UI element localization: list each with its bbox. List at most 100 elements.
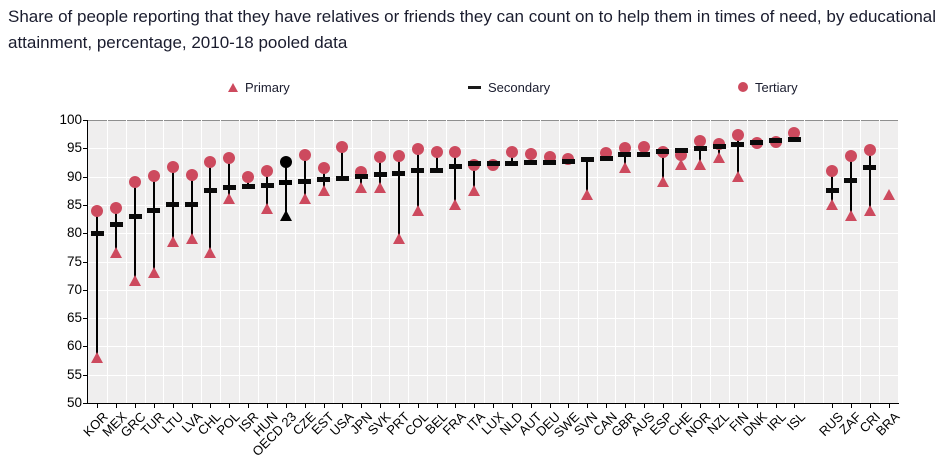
marker-dash-secondary-USA [335,175,349,181]
marker-circle-tertiary-ZAF [844,150,857,163]
marker-triangle-primary-JPN [355,181,368,193]
marker-stem-TUR [152,175,155,273]
marker-dash-secondary-OECD 23 [279,179,293,185]
x-tick-FRA [455,404,457,408]
x-tick-DNK [756,404,758,408]
dash-icon [468,85,481,89]
y-axis-line [87,120,88,404]
x-tick-OECD 23 [285,404,287,408]
y-axis-label-55: 55 [66,366,82,382]
marker-dash-secondary-GRC [128,213,142,219]
marker-triangle-primary-COL [411,204,424,216]
x-tick-ISR [248,404,250,408]
marker-circle-tertiary-TUR [147,169,160,182]
x-tick-FIN [737,404,739,408]
y-axis-label-100: 100 [59,112,82,127]
x-tick-HUN [267,404,268,408]
x-tick-NOR [700,404,702,408]
marker-triangle-primary-KOR [91,351,104,363]
gridline-horizontal-90 [88,176,898,178]
legend-item-tertiary: Tertiary [738,78,798,96]
y-tick-50 [83,403,87,404]
x-tick-CHL [210,404,212,408]
marker-triangle-primary-ZAF [844,210,857,222]
marker-stem-ZAF [849,156,852,217]
marker-circle-tertiary-FIN [731,129,744,142]
marker-stem-KOR [96,210,99,358]
marker-circle-tertiary-HUN [261,164,273,177]
x-tick-TUR [153,404,155,408]
marker-circle-tertiary-ISR [242,170,255,183]
y-tick-100 [83,120,87,121]
y-tick-80 [83,233,87,235]
marker-triangle-primary-FIN [731,170,744,182]
marker-stem-JPN [360,172,363,188]
circle-icon [738,82,748,92]
marker-dash-secondary-BEL [430,167,443,173]
marker-stem-GRC [134,182,137,282]
marker-stem-GBR [623,148,626,169]
y-axis-label-95: 95 [66,140,82,156]
x-tick-ISL [794,404,796,408]
x-tick-ZAF [850,404,852,408]
marker-dash-secondary-SVN [580,157,594,163]
marker-circle-tertiary-AUT [524,148,537,160]
marker-dash-secondary-POL [222,185,236,191]
x-tick-CAN [606,404,607,408]
marker-circle-tertiary-GRC [129,176,142,189]
legend-label: Secondary [488,79,551,95]
marker-dash-secondary-KOR [90,230,104,236]
marker-dash-secondary-CAN [599,156,613,161]
marker-triangle-primary-HUN [261,202,273,214]
marker-dash-secondary-CRI [863,165,877,170]
marker-triangle-primary-ESP [656,176,669,188]
marker-circle-tertiary-CHL [204,155,217,168]
marker-dash-secondary-SVK [373,171,387,177]
x-tick-GRC [135,404,137,408]
marker-stem-NOR [699,140,702,166]
marker-triangle-primary-SVN [581,188,594,200]
gridline-horizontal-95 [88,148,898,150]
marker-triangle-primary-SVK [374,181,386,193]
marker-triangle-primary-POL [223,193,236,205]
marker-dash-secondary-TUR [147,208,161,214]
marker-stem-FRA [454,152,457,205]
x-tick-SWE [568,404,570,408]
marker-circle-tertiary-GBR [618,142,631,155]
marker-triangle-primary-BRA [882,188,895,200]
marker-stem-FIN [736,135,739,177]
x-tick-IRL [775,404,777,408]
x-tick-BRA [888,404,890,408]
marker-triangle-primary-TUR [147,266,160,278]
marker-circle-tertiary-CRI [863,144,876,156]
marker-triangle-primary-FRA [449,198,462,210]
marker-dash-secondary-LUX [486,160,500,166]
x-tick-AUT [530,404,532,408]
marker-triangle-primary-CZE [298,193,311,205]
marker-triangle-primary-LVA [185,232,198,244]
x-tick-JPN [361,404,363,408]
marker-circle-tertiary-LTU [166,161,179,173]
marker-dash-secondary-JPN [354,174,368,180]
marker-dash-secondary-EST [317,176,330,182]
marker-stem-OECD 23 [284,162,287,217]
marker-circle-tertiary-USA [336,140,349,153]
marker-dash-secondary-COL [411,168,425,174]
x-tick-LVA [191,404,193,408]
marker-stem-NZL [718,143,720,158]
marker-stem-CRI [868,150,871,211]
x-tick-AUS [643,404,645,408]
y-axis-label-90: 90 [66,168,82,184]
marker-triangle-primary-CHE [675,159,688,171]
legend-label: Primary [245,79,290,95]
y-tick-55 [83,374,87,376]
y-tick-85 [83,204,87,206]
marker-dash-secondary-HUN [260,182,274,188]
marker-dash-secondary-IRL [769,137,783,143]
marker-dash-secondary-NOR [693,145,707,151]
marker-dash-secondary-SWE [561,159,575,165]
x-tick-COL [417,404,419,408]
gridline-horizontal-60 [88,346,898,348]
x-tick-LUX [493,404,494,408]
